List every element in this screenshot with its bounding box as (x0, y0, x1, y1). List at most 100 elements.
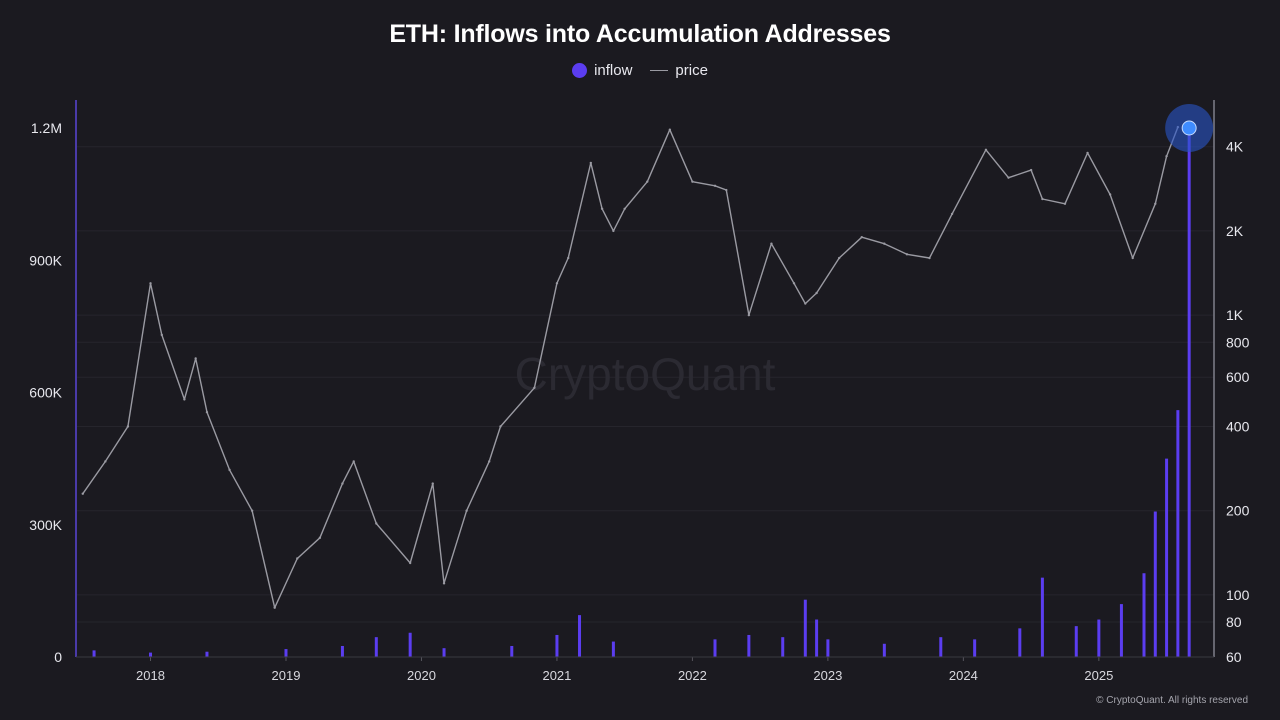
price-point (984, 148, 988, 151)
price-point (1007, 176, 1010, 179)
price-point (1131, 256, 1134, 260)
price-point (691, 180, 694, 183)
inflow-bar (205, 651, 209, 657)
price-point (352, 460, 355, 463)
y-right-tick-label: 80 (1226, 614, 1242, 630)
price-point (431, 482, 434, 485)
y-right-tick-label: 100 (1226, 587, 1250, 603)
y-left-tick-label: 1.2M (31, 120, 62, 136)
inflow-bar (611, 641, 615, 657)
inflow-bar (1018, 628, 1022, 657)
y-right-tick-label: 60 (1226, 649, 1242, 665)
inflow-bar (713, 639, 717, 657)
price-point (668, 128, 672, 131)
x-tick-label: 2023 (813, 668, 842, 683)
y-right-tick-label: 600 (1226, 369, 1250, 385)
inflow-bar (149, 652, 153, 657)
price-point (555, 282, 559, 285)
price-point (1154, 202, 1157, 206)
y-left-tick-label: 900K (29, 252, 62, 268)
price-point (465, 509, 468, 512)
inflow-bar (284, 649, 288, 657)
price-point (747, 313, 751, 317)
inflow-bar (973, 639, 977, 657)
price-point (273, 606, 276, 609)
price-point (646, 180, 649, 183)
inflow-bars (92, 128, 1191, 657)
x-tick-label: 2020 (407, 668, 436, 683)
price-line (82, 126, 1179, 609)
inflow-bar (882, 643, 886, 657)
inflow-bar (1040, 577, 1044, 657)
price-point (104, 460, 107, 463)
price-point (1108, 193, 1112, 196)
price-point (1086, 151, 1089, 155)
y-left-tick-label: 0 (54, 649, 62, 665)
price-line-layer (81, 125, 1180, 609)
inflow-bar (815, 619, 819, 657)
y-right-tick-label: 200 (1226, 503, 1250, 519)
price-point (837, 256, 841, 260)
legend-swatch-inflow (572, 63, 588, 78)
price-point (928, 256, 931, 260)
x-tick-label: 2025 (1084, 668, 1113, 683)
inflow-bar (1097, 619, 1101, 657)
price-point (488, 460, 491, 463)
price-point (318, 536, 322, 540)
legend-label-price: price (675, 62, 708, 79)
inflow-bar (1142, 573, 1146, 657)
x-tick-label: 2022 (678, 668, 707, 683)
y-right-tick-label: 400 (1226, 418, 1250, 434)
price-point (1041, 197, 1044, 201)
inflow-bar (747, 634, 751, 657)
price-point (713, 184, 717, 187)
legend-item-price[interactable]: price (650, 62, 708, 79)
price-point (375, 522, 378, 525)
price-point (950, 212, 954, 216)
inflow-bar (442, 648, 446, 657)
price-point (1063, 202, 1067, 206)
inflow-bar (939, 637, 943, 657)
legend-label-inflow: inflow (594, 62, 633, 79)
price-point (612, 229, 615, 233)
price-point (1165, 154, 1168, 158)
price-point (499, 425, 502, 428)
price-point (589, 161, 593, 165)
grid-lines (76, 146, 1214, 658)
x-tick-label: 2018 (136, 668, 165, 683)
price-point (533, 386, 536, 389)
price-point (296, 557, 299, 560)
price-point (205, 410, 209, 414)
inflow-bar (340, 645, 344, 657)
inflow-bar (781, 637, 785, 657)
price-point (567, 256, 570, 260)
price-point (442, 582, 446, 585)
price-point (194, 357, 197, 360)
price-point (860, 235, 863, 239)
inflow-bar (1074, 626, 1078, 657)
inflow-bar (1165, 458, 1169, 657)
price-point (804, 302, 807, 305)
watermark: CryptoQuant (515, 348, 776, 400)
inflow-bar (1153, 511, 1157, 657)
axes: 0 300K 600K 900K 1.2M 60 80 100 200 400 600 800 1K 2K… (29, 100, 1250, 683)
highlight-marker[interactable] (1165, 104, 1214, 152)
price-point (770, 242, 773, 245)
inflow-bar (1187, 128, 1191, 657)
chart-title: ETH: Inflows into Accumulation Addresses (389, 20, 891, 48)
inflow-bar (1176, 410, 1180, 657)
x-tick-label: 2021 (542, 668, 571, 683)
legend-item-inflow[interactable]: inflow (572, 62, 632, 79)
price-point (228, 468, 231, 472)
price-point (81, 492, 84, 495)
y-right-tick-label: 4K (1226, 139, 1244, 155)
legend: inflow price (0, 62, 1280, 79)
x-tick-label: 2019 (272, 668, 301, 683)
price-point (183, 398, 186, 401)
inflow-bar (578, 615, 582, 657)
price-point (792, 282, 796, 285)
inflow-bar (555, 634, 559, 657)
inflow-bar (826, 639, 830, 657)
price-point (160, 333, 164, 337)
